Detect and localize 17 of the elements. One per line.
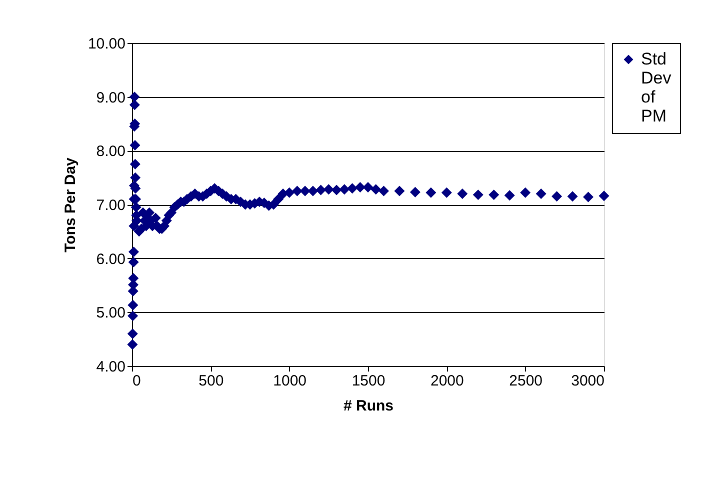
x-tick-label: 500 [198, 372, 224, 390]
legend-label: Std Dev of PM [641, 50, 672, 126]
x-tick-label: 1500 [352, 372, 386, 390]
y-tick-label: 5.00 [96, 304, 126, 322]
y-tick-label: 7.00 [96, 197, 126, 214]
y-tick-label: 10.00 [88, 36, 126, 52]
x-tick-label: 2500 [509, 372, 543, 390]
y-tick-label: 6.00 [96, 250, 126, 268]
x-tick-label: 2000 [430, 372, 464, 390]
y-tick-label: 8.00 [96, 143, 126, 160]
x-axis-title: # Runs [343, 398, 394, 414]
y-tick-label: 4.00 [96, 358, 126, 376]
y-tick-label: 9.00 [96, 89, 126, 106]
x-tick-label: 3000 [571, 372, 604, 390]
y-axis-title: Tons Per Day [62, 156, 79, 252]
x-tick-label: 0 [132, 372, 141, 390]
x-tick-label: 1000 [273, 372, 307, 390]
